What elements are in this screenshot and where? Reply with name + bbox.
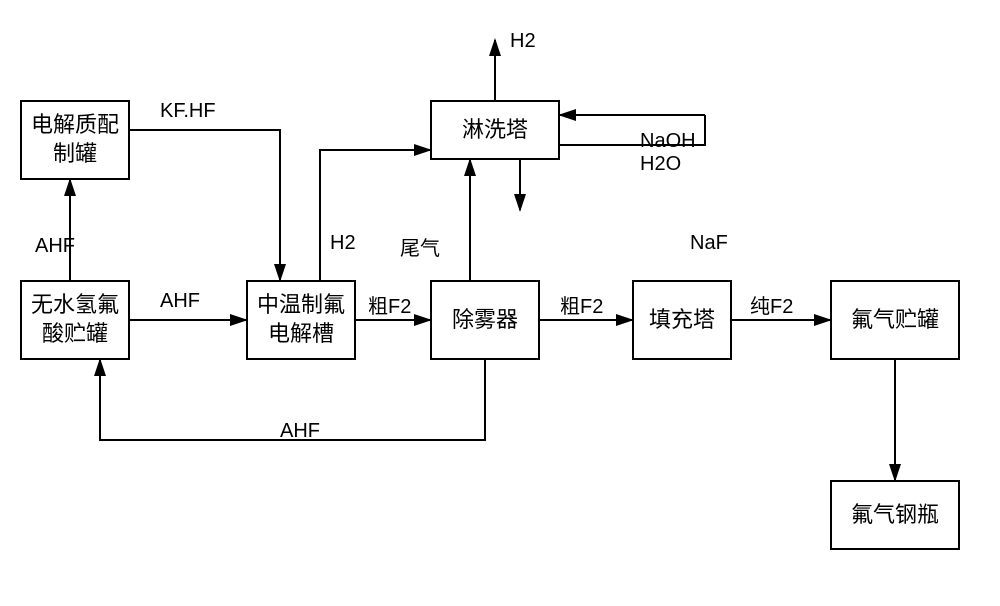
label-ahf-bottom: AHF	[280, 420, 320, 443]
node-electrolyzer: 中温制氟 电解槽	[246, 280, 356, 360]
node-packed-tower: 填充塔	[632, 280, 732, 360]
node-electrolyte-tank: 电解质配 制罐	[20, 100, 130, 180]
label-naoh-h2o: NaOH H2O	[640, 130, 696, 176]
label-ahf-up: AHF	[35, 235, 75, 258]
node-scrubber: 淋洗塔	[430, 100, 560, 160]
label-naf: NaF	[690, 232, 728, 255]
label-h2-mid: H2	[330, 232, 356, 255]
label-tail-gas: 尾气	[400, 232, 440, 261]
label-pure-f2: 纯F2	[750, 290, 793, 319]
label-h2-top: H2	[510, 30, 536, 53]
label-ahf-right: AHF	[160, 290, 200, 313]
label-crude-f2-1: 粗F2	[368, 290, 411, 319]
node-demister: 除雾器	[430, 280, 540, 360]
node-f2-tank: 氟气贮罐	[830, 280, 960, 360]
node-f2-cylinder: 氟气钢瓶	[830, 480, 960, 550]
label-kf-hf: KF.HF	[160, 100, 216, 123]
label-crude-f2-2: 粗F2	[560, 290, 603, 319]
node-ahf-tank: 无水氢氟 酸贮罐	[20, 280, 130, 360]
